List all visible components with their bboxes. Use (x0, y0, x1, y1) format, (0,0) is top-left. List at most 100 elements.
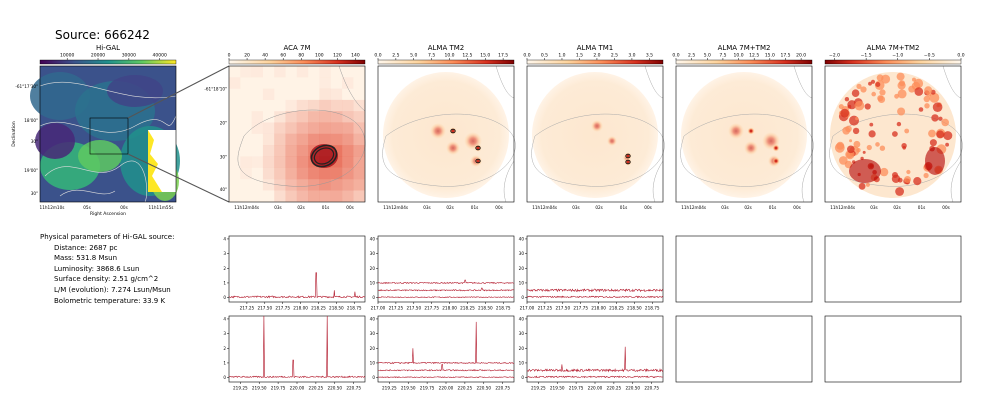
spectrum-8 (824, 235, 962, 303)
panel-1-pixel (330, 133, 343, 146)
panel-5-negative-blob (838, 104, 844, 110)
panel-1-pixel (319, 66, 331, 78)
spectrum-2-y-tick-label: 30 (370, 251, 376, 256)
panel-1-pixel (319, 167, 331, 180)
higal-contour (39, 115, 177, 133)
spectrum-5-x-tick-label: 220.00 (439, 386, 454, 391)
panel-4-frame (675, 65, 813, 203)
spectrum-2-x-tick-label: 217.75 (424, 306, 439, 311)
spectrum-5-series-0 (378, 321, 514, 365)
panel-5-negative-blob (901, 143, 907, 149)
panel-5-negative-blob (855, 117, 859, 121)
source-title: Source: 666242 (55, 28, 150, 42)
panel-1-pixel (308, 190, 320, 202)
spectrum-9-frame (675, 315, 813, 383)
panel-5-negative-blob (849, 139, 853, 143)
spectrum-4-y-tick-label: 0 (223, 375, 226, 380)
spectrum-3-y-tick-label: 20 (519, 266, 525, 271)
panel-2-x-tick-label: 03s (423, 205, 431, 210)
panel-1-pixel (330, 190, 343, 202)
panel-5-colorbar-tick-label: −0.5 (924, 53, 935, 59)
panel-2-title: ALMA TM2 (428, 44, 465, 52)
panel-5-colorbar-tick-label: −1.5 (861, 53, 872, 59)
panel-5-negative-blob (851, 89, 860, 97)
spectrum-2-series-2 (378, 296, 514, 299)
panel-5-negative-blob (879, 145, 886, 151)
spectrum-3-x-tick-label: 217.00 (520, 306, 535, 311)
panel-1-pixel (285, 145, 297, 157)
panel-2-colorbar-tick-label: 17.5 (498, 53, 508, 59)
panel-1-pixel (319, 111, 331, 123)
panel-5-contour (950, 160, 962, 203)
panel-5-x-tick-label: 00s (942, 205, 950, 210)
panel-4-colorbar-tick-label: 20.0 (796, 53, 806, 59)
higal-y-tick-label: 30" (31, 139, 38, 144)
spectrum-4-x-tick-label: 220.25 (309, 386, 324, 391)
panel-1-pixel (353, 190, 365, 202)
spectrum-3-y-tick-label: 0 (521, 295, 524, 300)
panel-5-x-tick-label: 02s (893, 205, 901, 210)
panel-1-y-tick-label: 20" (220, 120, 227, 125)
panel-2-emission (446, 141, 460, 155)
panel-5-x-tick-label: 11h12m04s (830, 205, 855, 210)
panel-4-contour (793, 65, 813, 99)
spectrum-1-y-tick-label: 3 (223, 251, 226, 256)
panel-4-contour (680, 113, 814, 187)
spectrum-5-frame (377, 315, 515, 383)
higal-y-tick-label: -61°17'30" (15, 84, 38, 89)
spectrum-3-frame (526, 235, 664, 303)
panel-4-peak (747, 127, 755, 135)
panel-4-x-tick-label: 03s (721, 205, 729, 210)
spectrum-3-x-tick-label: 217.75 (573, 306, 588, 311)
panel-1-frame (228, 65, 366, 203)
spectrum-3-series-0 (527, 288, 663, 293)
panel-5-negative-blob (865, 182, 871, 187)
panel-5-negative-blob (928, 129, 936, 138)
spectrum-7-frame (675, 235, 813, 303)
spectrum-7 (675, 235, 813, 303)
panel-5-negative-blob (897, 81, 906, 90)
panel-1-pixel (330, 179, 343, 191)
spectrum-2-series-0 (378, 279, 514, 285)
panel-5-colorbar-tick-label: −1.0 (892, 53, 903, 59)
panel-4-peak (772, 144, 780, 152)
panel-4-contour (801, 160, 813, 203)
panel-1-pixel (308, 179, 320, 191)
panel-2-contour (503, 160, 515, 203)
panel-1-pixel (285, 190, 297, 202)
panel-4-colorbar-tick-label: 0.0 (672, 53, 679, 59)
higal-x-tick-label: 11h11m55s (149, 205, 174, 210)
panel-4-colorbar (675, 59, 813, 65)
panel-5-negative-blob (931, 114, 939, 122)
panel-1-pixel (330, 99, 343, 112)
panel-2-source-marker (475, 145, 481, 151)
higal-emission (35, 123, 75, 159)
spectrum-4-frame (228, 315, 366, 383)
panel-1-beam-ellipse (310, 144, 338, 168)
panel-5-negative-blob (906, 169, 911, 175)
spectrum-6-x-tick-label: 220.00 (588, 386, 603, 391)
panel-5-negative-blob (860, 86, 867, 93)
spectrum-3-x-tick-label: 218.25 (609, 306, 624, 311)
panel-1-pixel (342, 167, 354, 180)
spectrum-3-series-1 (527, 295, 663, 299)
spectrum-6-x-tick-label: 219.25 (531, 386, 546, 391)
panel-5-negative-blob (925, 147, 945, 175)
panel-1-image (229, 65, 366, 202)
higal-contour (44, 160, 148, 203)
panel-1-x-tick-label: 03s (274, 205, 282, 210)
panel-5-negative-blob (929, 92, 940, 103)
panel-1-pixel (330, 111, 343, 123)
panel-5-x-tick-label: 03s (870, 205, 878, 210)
spectrum-6: 219.25 219.50 219.75 220.00 220.25 220.50 220.… (519, 315, 664, 391)
spectrum-5: 219.25 219.50 219.75 220.00 220.25 220.50 220.… (370, 315, 515, 391)
panel-1-pixel (342, 133, 354, 146)
panel-1-pixel (296, 133, 309, 146)
panel-2-source-marker (475, 158, 481, 164)
param-bolometric-temperature: Bolometric temperature: 33.9 K (54, 296, 166, 305)
higal-y-tick-label: 30" (31, 191, 38, 196)
spectrum-1-y-tick-label: 0 (223, 295, 226, 300)
panel-5-negative-blob (847, 145, 855, 154)
panel-5-negative-blob (943, 131, 953, 141)
panel-1-contour (237, 109, 366, 187)
